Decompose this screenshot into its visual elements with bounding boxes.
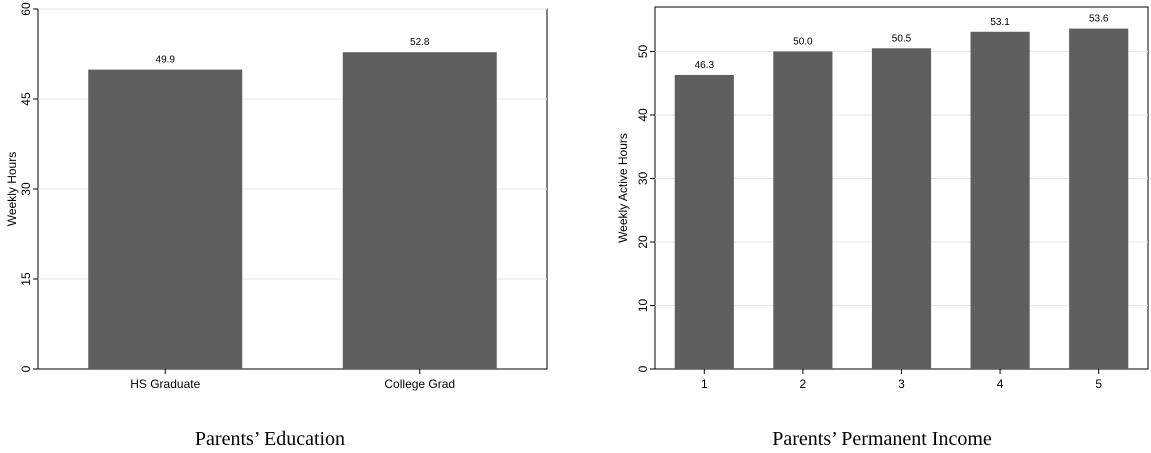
y-axis-title: Weekly Active Hours [616,133,630,243]
y-tick-label: 45 [19,92,33,106]
bar [773,51,833,369]
bar [674,74,734,370]
bar-value-label: 53.6 [1089,14,1109,25]
y-tick-label: 60 [19,2,33,16]
bar [342,52,497,369]
x-tick-label: 1 [701,377,708,391]
y-tick-label: 10 [636,298,650,312]
bar-value-label: 46.3 [695,60,715,71]
y-tick-label: 0 [636,365,650,372]
bar [88,69,243,369]
y-tick-label: 30 [19,182,33,196]
bar-value-label: 50.0 [793,36,813,47]
bar-value-label: 50.5 [892,33,912,44]
bar [1069,28,1129,369]
y-axis-title: Weekly Hours [5,152,19,226]
y-tick-label: 20 [636,235,650,249]
y-tick-label: 40 [636,108,650,122]
bar-value-label: 53.1 [990,17,1010,28]
y-tick-label: 0 [19,365,33,372]
y-tick-label: 30 [636,171,650,185]
bar-value-label: 52.8 [410,37,430,48]
y-tick-label: 50 [636,44,650,58]
panel-caption: Parents’ Permanent Income [772,428,992,450]
left-chart-education: 0 15 30 45 60 Weekly Hours 49.9 HS Graduate 52.8… [5,2,548,450]
x-tick-label: 5 [1095,377,1102,391]
bar [871,48,932,369]
x-tick-label: 2 [800,377,807,391]
x-tick-label: 3 [898,377,905,391]
bar [970,31,1030,369]
x-tick-label: 4 [997,377,1004,391]
bar-value-label: 49.9 [156,55,176,66]
y-tick-label: 15 [19,272,33,286]
right-chart-income: 0 10 20 30 40 50 Weekly Active Hours 46.3 1 50.0 2… [616,6,1149,450]
panel-caption: Parents’ Education [195,428,345,450]
x-tick-label: HS Graduate [130,377,200,391]
x-tick-label: College Grad [384,377,455,391]
